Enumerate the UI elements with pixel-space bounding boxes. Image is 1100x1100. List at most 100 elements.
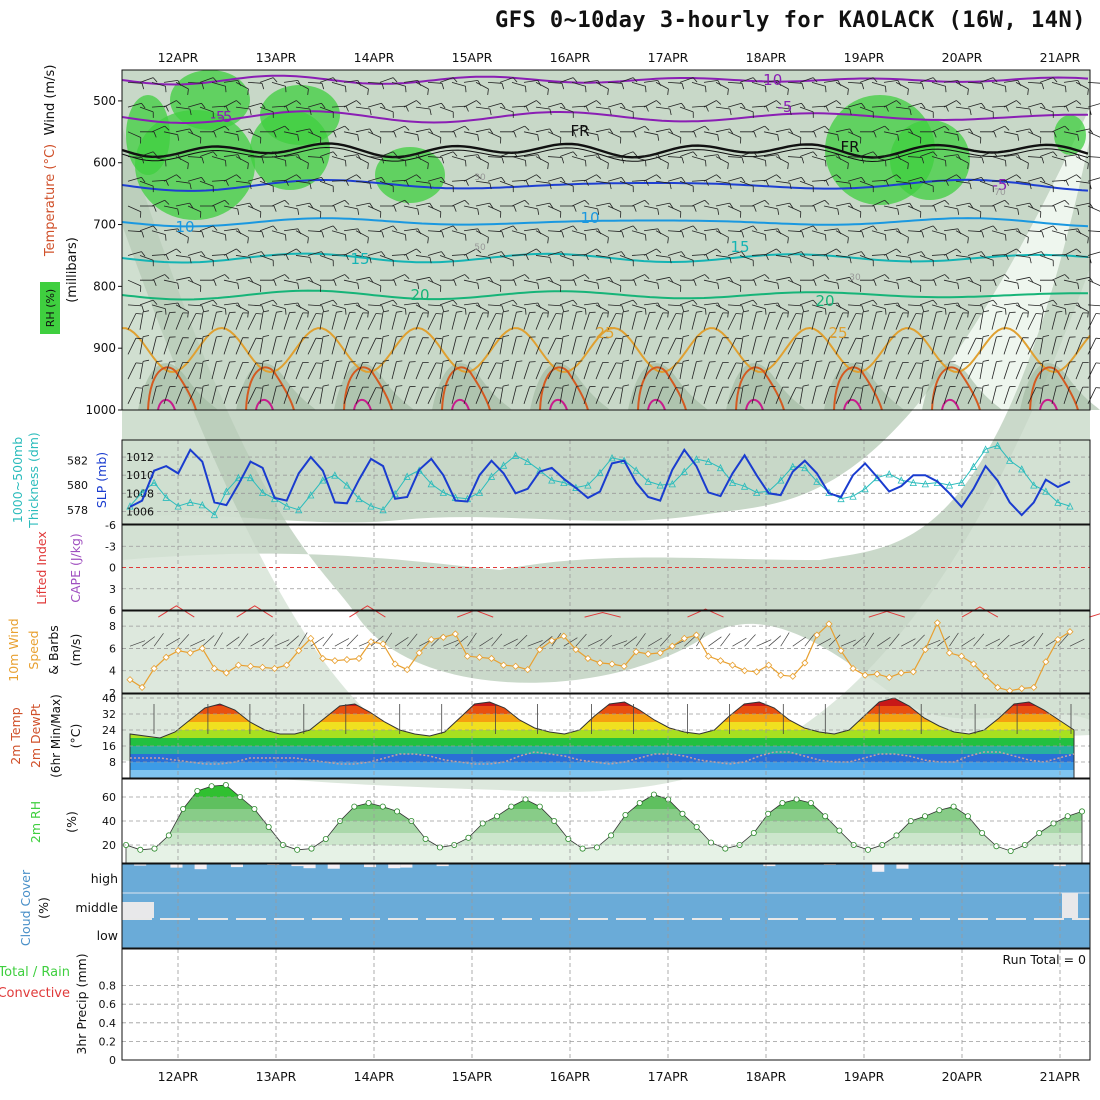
- rh-low-patch: [334, 363, 414, 410]
- wind-barb: [787, 102, 802, 108]
- wind-barb-flag: [367, 163, 369, 170]
- wind-barb: [571, 81, 586, 87]
- wind-barb: [1027, 338, 1037, 355]
- wind-barb: [499, 336, 504, 355]
- wind-barb: [139, 225, 154, 232]
- wind-barb: [547, 387, 557, 404]
- wind-barb-10m: [238, 633, 249, 647]
- wind-barb-flag: [944, 125, 950, 131]
- li-tick: 0: [109, 562, 116, 575]
- wind-barb: [475, 156, 489, 164]
- contour-label: 15: [730, 238, 749, 256]
- rh-point: [608, 832, 615, 839]
- rh-point: [1064, 813, 1071, 820]
- wind-barb: [199, 336, 204, 355]
- wind-barb: [283, 248, 297, 256]
- wind-barb: [991, 361, 997, 380]
- thickness-point: [957, 478, 966, 487]
- wind-barb: [931, 304, 946, 310]
- wind-barb: [535, 362, 544, 380]
- wind-barb-flag: [512, 151, 518, 157]
- wind-barb: [199, 255, 214, 261]
- wind-barb-flag: [404, 274, 410, 279]
- wind-barb-10m: [539, 636, 553, 647]
- wind-barb: [307, 251, 322, 256]
- wind-barb-flag: [536, 248, 542, 254]
- wind-barb-flag: [315, 337, 322, 340]
- wind-barb: [703, 228, 718, 232]
- temp-band: [130, 714, 1074, 722]
- thickness-point: [837, 494, 845, 503]
- wind-barb-flag: [547, 88, 549, 95]
- wind-barb-flag: [693, 280, 697, 286]
- wind-barb-flag: [621, 305, 625, 312]
- wind-barb-flag: [1095, 313, 1100, 315]
- wind-barb: [859, 336, 864, 355]
- wind-barb: [415, 276, 430, 281]
- wind-barb-flag: [996, 360, 1003, 362]
- wind-barb: [751, 156, 766, 161]
- wind-barb: [931, 179, 947, 182]
- wind-barb: [415, 304, 429, 312]
- wind-barb-flag: [596, 100, 602, 105]
- label-rh-box: [40, 282, 60, 334]
- wind-barb: [727, 177, 742, 182]
- wind-barb-flag: [495, 313, 502, 315]
- date-label-top: 19APR: [844, 50, 885, 65]
- wind-barb: [211, 199, 225, 207]
- wind-barb: [727, 279, 741, 287]
- wind-barb: [571, 230, 586, 235]
- wind-barb-flag: [1064, 125, 1070, 131]
- wind-barb: [223, 80, 238, 83]
- wind-barb-flag: [1095, 337, 1100, 339]
- wind-barb: [835, 230, 849, 238]
- wind-barb-flag: [381, 251, 386, 257]
- wind-barb-flag: [383, 359, 390, 362]
- wind-barb-flag: [225, 180, 229, 186]
- wind-barb: [259, 311, 264, 330]
- wind-barb-flag: [837, 208, 840, 215]
- wind-barb: [643, 174, 657, 182]
- label-barbs: & Barbs: [46, 625, 61, 675]
- wind-barb-flag: [741, 305, 745, 312]
- wind-barb: [559, 77, 574, 83]
- wind-barb-flag: [392, 299, 398, 305]
- wind-barb-flag: [176, 100, 182, 105]
- wind-barb-flag: [1041, 102, 1046, 109]
- thickness-point: [343, 481, 351, 489]
- contour-35: [843, 398, 862, 411]
- wind-barb-flag: [752, 77, 758, 83]
- wind-barb-flag: [657, 134, 660, 141]
- wind-barb-flag: [255, 313, 262, 315]
- wind-barb-flag: [753, 131, 757, 138]
- wind-barb: [343, 386, 350, 404]
- wind-barb-flag: [945, 234, 947, 241]
- wind-barb-flag: [477, 283, 480, 290]
- wind-barb-flag: [476, 174, 482, 179]
- wind-barb-flag: [656, 248, 662, 254]
- wind-barb: [127, 279, 141, 287]
- wind-barb: [643, 312, 650, 330]
- wind-speed-point: [355, 654, 363, 663]
- wind-barb: [991, 179, 1007, 182]
- wind-barb: [919, 225, 934, 232]
- wind-barb: [571, 199, 585, 207]
- wind-barb: [847, 102, 862, 108]
- wind-barb: [439, 180, 454, 187]
- wind-barb-flag: [164, 125, 170, 131]
- rh-point: [194, 788, 201, 795]
- wind-speed-point: [150, 664, 158, 673]
- wind-barb-flag: [141, 83, 145, 90]
- wind-barb: [559, 386, 564, 404]
- wind-barb-10m: [876, 637, 891, 647]
- wind-barb: [295, 304, 309, 312]
- wind-barb-flag: [464, 274, 470, 279]
- wind-barb-flag: [884, 125, 890, 131]
- wind-barb-10m: [852, 635, 866, 647]
- wind-barb-10m: [780, 632, 790, 647]
- wind-barb-flag: [345, 308, 347, 315]
- wind-barb: [595, 276, 610, 281]
- wind-barb-flag: [1029, 277, 1034, 283]
- wind-barb: [211, 254, 227, 256]
- wind-barb-flag: [1087, 88, 1089, 95]
